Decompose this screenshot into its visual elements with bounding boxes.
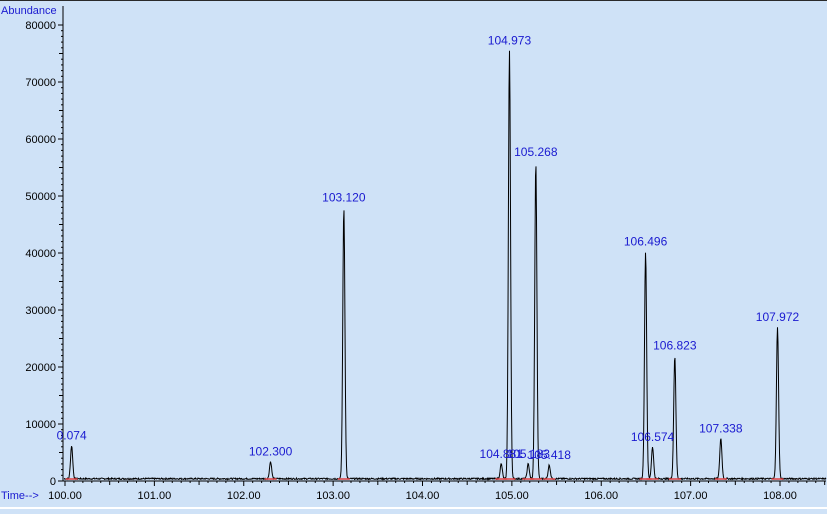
peak-label: 106.574 bbox=[631, 430, 675, 444]
y-tick-label: 0 bbox=[50, 476, 56, 488]
y-tick-label: 70000 bbox=[25, 77, 56, 89]
peak-layer: 0.074 102.300 103.120 104.881 104.973 105.183… bbox=[57, 34, 800, 480]
peak-label: 106.496 bbox=[624, 234, 668, 248]
x-tick-label: 106.00 bbox=[584, 490, 618, 502]
x-axis-label: Time--> bbox=[1, 490, 39, 502]
peak-label: 105.183 bbox=[507, 447, 551, 461]
y-tick-label: 30000 bbox=[25, 305, 56, 317]
peak-label: 0.074 bbox=[57, 429, 87, 443]
chromatogram-trace bbox=[63, 50, 827, 481]
x-tick-label: 102.00 bbox=[227, 490, 261, 502]
peak-label: 107.338 bbox=[699, 421, 743, 435]
x-tick-label: 101.00 bbox=[138, 490, 172, 502]
peak-label: 102.300 bbox=[249, 445, 293, 459]
x-tick-label: 105.00 bbox=[495, 490, 529, 502]
x-tick-label: 107.00 bbox=[674, 490, 708, 502]
peak-label: 105.268 bbox=[514, 145, 558, 159]
peak-label: 104.881 bbox=[480, 447, 524, 461]
trace-layer bbox=[63, 50, 827, 481]
y-tick-label: 60000 bbox=[25, 134, 56, 146]
y-axis-label: Abundance bbox=[1, 5, 57, 17]
y-tick-label: 20000 bbox=[25, 362, 56, 374]
peak-label: 104.973 bbox=[488, 34, 532, 48]
x-tick-label: 100.00 bbox=[48, 490, 82, 502]
y-tick-label: 10000 bbox=[25, 419, 56, 431]
axes-layer: 0 10000 20000 30000 40000 50000 60000 70000 8000… bbox=[25, 6, 826, 502]
x-tick-label: 103.00 bbox=[316, 490, 350, 502]
y-tick-label: 40000 bbox=[25, 248, 56, 260]
y-tick-label: 50000 bbox=[25, 191, 56, 203]
peak-label: 103.120 bbox=[322, 190, 366, 204]
x-tick-label: 104.00 bbox=[406, 490, 440, 502]
peak-label: 105.418 bbox=[528, 448, 572, 462]
peak-label: 107.972 bbox=[756, 310, 800, 324]
peak-label: 106.823 bbox=[653, 339, 697, 353]
y-tick-label: 80000 bbox=[25, 20, 56, 32]
x-tick-label: 108.00 bbox=[763, 490, 797, 502]
